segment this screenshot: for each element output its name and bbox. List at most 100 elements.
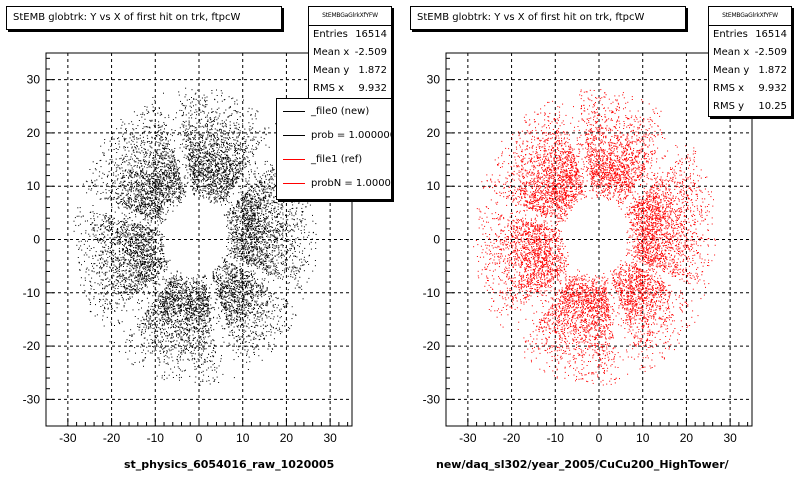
data-point (276, 259, 278, 261)
data-point (255, 346, 257, 348)
data-point (132, 272, 134, 274)
data-point (263, 291, 265, 293)
data-point (152, 190, 154, 192)
data-point (224, 177, 226, 179)
data-point (195, 314, 197, 316)
data-point (259, 306, 260, 308)
data-point (244, 210, 246, 212)
data-point (276, 213, 278, 215)
data-point (229, 238, 231, 240)
data-point (252, 225, 254, 227)
data-point (274, 266, 276, 268)
data-point (155, 197, 157, 199)
data-point (124, 203, 126, 204)
data-point (220, 186, 222, 188)
data-point (260, 140, 262, 142)
data-point (245, 314, 247, 316)
data-point (247, 191, 248, 193)
data-point (139, 186, 141, 188)
data-point (140, 113, 142, 115)
data-point (268, 194, 270, 196)
data-point (159, 220, 161, 222)
data-point (258, 319, 260, 320)
data-point (286, 225, 288, 227)
data-point (172, 308, 174, 310)
data-point (180, 280, 182, 281)
data-point (128, 141, 130, 143)
data-point (221, 190, 223, 192)
data-point (221, 304, 223, 306)
data-point (113, 174, 115, 176)
data-point (141, 165, 143, 167)
data-point (268, 316, 270, 318)
data-point (184, 289, 186, 291)
data-point (214, 196, 216, 198)
data-point (224, 281, 226, 283)
data-point (298, 238, 300, 240)
data-point (250, 330, 251, 332)
data-point (178, 194, 180, 196)
data-point (164, 155, 166, 157)
data-point (90, 281, 92, 283)
data-point (197, 350, 199, 351)
data-point (198, 150, 200, 152)
data-point (218, 158, 220, 160)
data-point (219, 180, 221, 182)
data-point (254, 217, 256, 219)
data-point (222, 171, 224, 173)
data-point (225, 183, 227, 184)
data-point (160, 140, 162, 142)
data-point (212, 111, 214, 112)
data-point (213, 172, 215, 174)
data-point (297, 269, 299, 271)
data-point (237, 247, 239, 249)
data-point (229, 281, 231, 283)
data-point (235, 210, 237, 212)
data-point (138, 255, 140, 257)
data-point (210, 192, 212, 193)
data-point (187, 314, 189, 316)
data-point (270, 331, 272, 333)
data-point (294, 266, 296, 268)
data-point (174, 174, 176, 176)
data-point (209, 148, 210, 150)
data-point (158, 210, 160, 212)
data-point (141, 329, 143, 330)
data-point (265, 226, 267, 228)
data-point (131, 204, 133, 206)
data-point (110, 252, 112, 253)
data-point (270, 301, 272, 303)
data-point (256, 202, 258, 204)
data-point (157, 132, 158, 134)
data-point (119, 158, 121, 160)
data-point (127, 205, 129, 207)
data-point (171, 129, 173, 131)
data-point (301, 288, 303, 290)
data-point (146, 180, 148, 182)
data-point (207, 330, 209, 331)
data-point (276, 254, 278, 256)
data-point (298, 228, 300, 230)
data-point (252, 139, 254, 141)
data-point (233, 301, 235, 303)
data-point (131, 188, 133, 190)
data-point (182, 164, 184, 165)
data-point (185, 148, 187, 149)
data-point (262, 302, 264, 304)
data-point (221, 125, 223, 127)
data-point (207, 128, 208, 130)
data-point (270, 261, 271, 263)
data-point (133, 200, 134, 202)
data-point (291, 269, 293, 271)
data-point (154, 248, 155, 250)
data-point (188, 138, 190, 140)
data-point (165, 218, 167, 220)
data-point (177, 182, 179, 184)
data-point (178, 334, 180, 336)
data-point (263, 269, 265, 271)
data-point (159, 263, 161, 265)
data-point (124, 235, 126, 237)
data-point (229, 128, 231, 130)
data-point (193, 149, 195, 151)
data-point (243, 313, 245, 315)
